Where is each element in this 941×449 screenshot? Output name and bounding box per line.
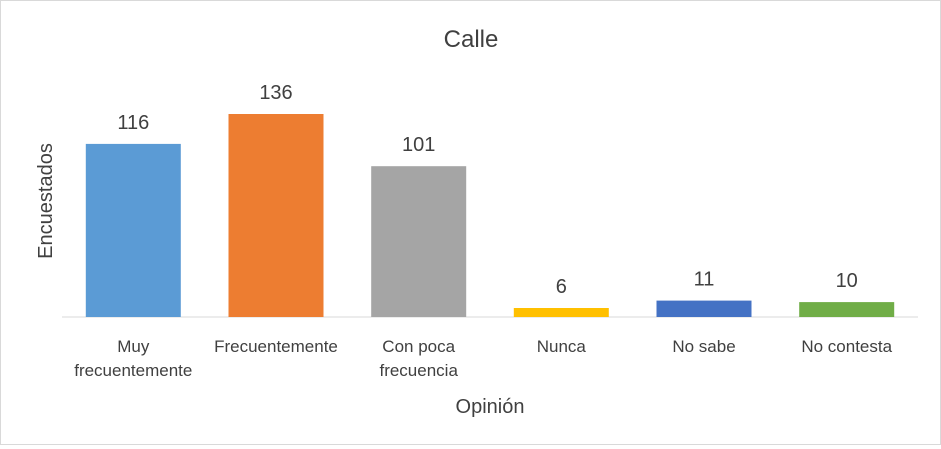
data-label: 10 — [836, 270, 858, 292]
category-label: No contesta — [801, 337, 892, 356]
bars-group — [85, 114, 895, 317]
bar — [228, 114, 324, 317]
category-label: Con poca frecuencia — [379, 337, 458, 380]
bar — [799, 302, 895, 317]
category-label: Frecuentemente — [214, 337, 338, 356]
category-label: Nunca — [537, 337, 587, 356]
chart-title: Calle — [444, 26, 499, 53]
data-label: 136 — [259, 82, 292, 104]
data-label: 101 — [402, 134, 435, 156]
x-axis-label: Opinión — [456, 396, 525, 418]
bar — [85, 143, 181, 317]
data-label: 11 — [694, 269, 715, 291]
bar — [656, 300, 752, 317]
category-labels-group: Muy frecuentemente Frecuentemente Con poca f… — [74, 337, 892, 380]
category-label: Muy frecuentemente — [74, 337, 192, 380]
bar — [371, 166, 467, 317]
value-labels-group: 116 136 101 6 11 10 — [117, 82, 857, 298]
data-label: 116 — [117, 112, 149, 134]
bar — [513, 308, 609, 317]
y-axis-label: Encuestados — [35, 143, 57, 259]
data-label: 6 — [556, 276, 567, 298]
category-label: No sabe — [672, 337, 735, 356]
